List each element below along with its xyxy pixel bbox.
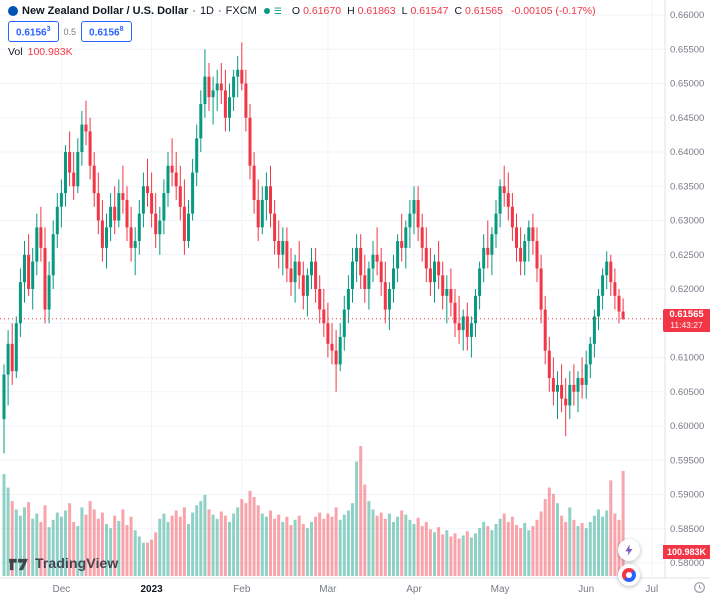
separator-dot: ·: [192, 5, 196, 17]
legend-main-row: New Zealand Dollar / U.S. Dollar · 1D · …: [8, 5, 596, 17]
svg-text:0.58000: 0.58000: [670, 558, 704, 569]
svg-text:Jun: Jun: [578, 584, 594, 595]
buy-price-main: 0.6156: [89, 27, 120, 39]
sell-price-sup: 3: [46, 26, 51, 33]
high-value: 0.61863: [357, 5, 396, 17]
open-value: 0.61670: [303, 5, 342, 17]
quote-row: 0.61563 0.5 0.61568: [8, 21, 596, 43]
volume-value: 100.983K: [27, 46, 73, 59]
volume-label: Vol: [8, 46, 23, 59]
spread-value: 0.5: [63, 26, 77, 37]
svg-text:0.63500: 0.63500: [670, 181, 704, 192]
mood-indicator-button[interactable]: [618, 564, 640, 586]
symbol-legend: New Zealand Dollar / U.S. Dollar · 1D · …: [8, 5, 596, 58]
svg-text:0.60500: 0.60500: [670, 387, 704, 398]
svg-text:0.58500: 0.58500: [670, 524, 704, 535]
low-label: L: [401, 5, 408, 17]
tradingview-logo[interactable]: TradingView: [8, 555, 118, 571]
close-value: 0.61565: [465, 5, 503, 17]
open-label: O: [291, 5, 301, 17]
svg-text:0.62500: 0.62500: [670, 250, 704, 261]
svg-text:0.64500: 0.64500: [670, 113, 704, 124]
volume-row: Vol 100.983K: [8, 46, 596, 58]
svg-text:0.65500: 0.65500: [670, 44, 704, 55]
svg-text:0.61000: 0.61000: [670, 353, 704, 364]
mood-icon: [622, 568, 636, 582]
sell-price-main: 0.6156: [16, 27, 47, 39]
clock-icon: [694, 582, 705, 593]
symbol-title[interactable]: New Zealand Dollar / U.S. Dollar: [22, 5, 189, 17]
lightning-icon: [625, 544, 633, 556]
high-label: H: [347, 5, 355, 17]
buy-price-button[interactable]: 0.61568: [81, 21, 132, 43]
exchange-label[interactable]: FXCM: [225, 5, 257, 17]
separator-dot: ·: [218, 5, 222, 17]
sell-price-button[interactable]: 0.61563: [8, 21, 59, 43]
ohlc-readout: O 0.61670 H 0.61863 L 0.61547 C 0.61565 -0.0…: [292, 5, 596, 17]
svg-text:0.59500: 0.59500: [670, 455, 704, 466]
svg-text:Apr: Apr: [406, 584, 422, 595]
svg-text:0.59000: 0.59000: [670, 490, 704, 501]
market-status-icon: [263, 8, 270, 14]
volume-layer: [2, 446, 625, 576]
svg-text:Jul: Jul: [645, 584, 658, 595]
svg-text:May: May: [491, 584, 510, 595]
current-price-value: 0.61565: [669, 308, 704, 320]
corner-settings-icon[interactable]: [693, 581, 706, 599]
svg-text:Feb: Feb: [233, 584, 251, 595]
bar-countdown: 11:43:27: [670, 319, 703, 330]
interval-label[interactable]: 1D: [199, 5, 214, 17]
svg-text:2023: 2023: [140, 584, 163, 595]
candles-layer: [2, 42, 625, 454]
svg-text:0.60000: 0.60000: [670, 421, 704, 432]
svg-text:0.65000: 0.65000: [670, 79, 704, 90]
svg-text:0.66000: 0.66000: [670, 10, 704, 21]
svg-text:0.64000: 0.64000: [670, 147, 704, 158]
svg-text:Dec: Dec: [53, 584, 71, 595]
svg-text:Mar: Mar: [319, 584, 337, 595]
volume-axis-label: 100.983K: [663, 545, 710, 559]
svg-text:0.62000: 0.62000: [670, 284, 704, 295]
tradingview-mark-icon: [9, 558, 28, 570]
low-value: 0.61547: [410, 5, 449, 17]
buy-price-sup: 8: [119, 26, 124, 33]
current-price-label: 0.61565 11:43:27: [663, 308, 710, 332]
symbol-logo-icon: [8, 6, 18, 16]
close-label: C: [454, 5, 463, 17]
change-value: -0.00105 (-0.17%): [511, 5, 596, 17]
svg-text:0.63000: 0.63000: [670, 216, 704, 227]
grid-layer: [0, 0, 665, 578]
tradingview-wordmark: TradingView: [35, 555, 119, 571]
lightning-button[interactable]: [618, 539, 640, 561]
legend-menu-icon[interactable]: ☰: [273, 5, 282, 16]
